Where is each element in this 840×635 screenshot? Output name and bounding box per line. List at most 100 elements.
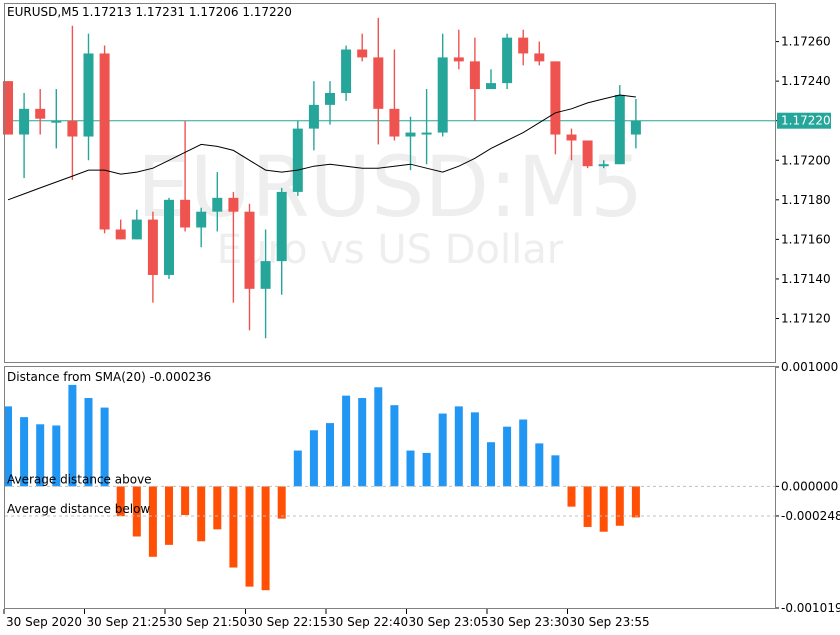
candle-body — [502, 37, 513, 84]
histogram-bar — [599, 486, 608, 532]
candle-body — [99, 53, 110, 230]
time-tick-label: 30 Sep 21:25 — [87, 615, 167, 629]
candle-body — [308, 104, 319, 129]
candle-body — [19, 108, 30, 135]
candle — [3, 81, 13, 135]
histogram-bar — [406, 450, 415, 487]
candle — [469, 37, 480, 121]
candle-body — [389, 108, 400, 137]
histogram-bar — [503, 426, 512, 487]
candle — [405, 116, 416, 171]
candle-body — [373, 57, 384, 109]
indicator-tick-label: -0.000248 — [781, 509, 840, 523]
candle — [630, 98, 641, 149]
candle — [67, 25, 78, 181]
histogram-bar — [567, 486, 576, 507]
histogram-bar — [519, 419, 528, 487]
candle-body — [164, 199, 174, 275]
candle-body — [212, 197, 223, 212]
indicator-tick-label: 0.000000 — [781, 479, 838, 493]
candle — [164, 197, 174, 279]
time-tick-label: 30 Sep 23:05 — [409, 615, 489, 629]
indicator-tick-label: -0.001019 — [781, 601, 840, 615]
price-tick-label: 1.17240 — [781, 74, 831, 88]
time-tick-label: 30 Sep 23:55 — [570, 615, 650, 629]
candle — [99, 45, 110, 234]
indicator-pane-frame — [4, 366, 776, 609]
histogram-bar — [631, 486, 640, 518]
level-label-above: Average distance above — [7, 472, 152, 486]
candle-body — [437, 57, 448, 133]
candle-body — [341, 49, 352, 94]
histogram-bar — [470, 412, 479, 487]
candle — [83, 33, 94, 161]
candle-body — [357, 49, 368, 58]
candle — [19, 93, 30, 179]
histogram-bar — [261, 486, 270, 591]
chart-symbol-title: EURUSD,M5 — [7, 5, 79, 19]
price-tick-label: 1.17260 — [781, 35, 831, 49]
candle-body — [453, 57, 464, 62]
sma-line — [7, 94, 636, 201]
histogram-bar — [116, 486, 125, 517]
histogram-bar — [20, 417, 29, 487]
candle-body — [147, 219, 158, 275]
time-axis: 30 Sep 2020 30 Sep 21:25 30 Sep 21:50 30 Se… — [3, 609, 650, 629]
histogram-bar — [148, 486, 157, 557]
histogram-bar — [277, 486, 286, 519]
histogram-bar — [197, 486, 206, 542]
candle — [534, 41, 545, 66]
histogram-bar — [293, 450, 302, 487]
candle-body — [325, 93, 335, 105]
candle-body — [35, 108, 46, 119]
histogram-bar — [36, 424, 45, 487]
candle-body — [614, 94, 625, 165]
candle — [598, 160, 609, 169]
candle-body — [469, 61, 480, 90]
candle — [518, 29, 529, 66]
candle-body — [196, 211, 207, 228]
candle-body — [566, 134, 577, 141]
histogram-bar — [213, 486, 222, 530]
histogram-bar — [52, 425, 61, 487]
histogram-bar — [551, 455, 560, 487]
histogram-bar — [390, 405, 399, 487]
price-tick-label: 1.17120 — [781, 311, 831, 325]
candle — [341, 45, 352, 101]
histogram-bar — [374, 387, 383, 487]
watermark-description: Euro vs US Dollar — [217, 227, 564, 273]
candle — [260, 229, 271, 339]
candle — [550, 61, 561, 155]
histogram-bar — [68, 384, 77, 487]
candle — [147, 211, 158, 303]
candle-body — [228, 197, 239, 212]
candle-body — [486, 83, 496, 90]
candle — [325, 81, 335, 125]
candle — [244, 203, 255, 331]
histogram-bar — [358, 398, 367, 487]
candle — [131, 209, 142, 240]
sma-line-group — [7, 94, 636, 201]
price-tick-label: 1.17180 — [781, 193, 831, 207]
candle — [180, 120, 191, 232]
candle — [357, 33, 368, 62]
histogram-bar — [342, 395, 351, 487]
candle-body — [51, 120, 62, 123]
indicator-title: Distance from SMA(20) -0.000236 — [7, 370, 211, 384]
candle-body — [550, 61, 561, 135]
candle — [115, 219, 126, 240]
candle — [614, 85, 625, 165]
histogram-bar — [535, 443, 544, 487]
time-tick-label: 30 Sep 2020 — [6, 615, 82, 629]
candle-body — [518, 37, 529, 54]
candle — [389, 49, 400, 141]
histogram-bar — [4, 406, 12, 487]
candle-body — [421, 132, 432, 135]
histogram-bar — [487, 442, 495, 487]
candle-body — [3, 81, 13, 135]
price-tick-label: 1.17160 — [781, 232, 831, 246]
time-tick-label: 30 Sep 22:40 — [328, 615, 408, 629]
histogram-bar — [132, 486, 141, 537]
current-price-tag — [777, 112, 831, 129]
